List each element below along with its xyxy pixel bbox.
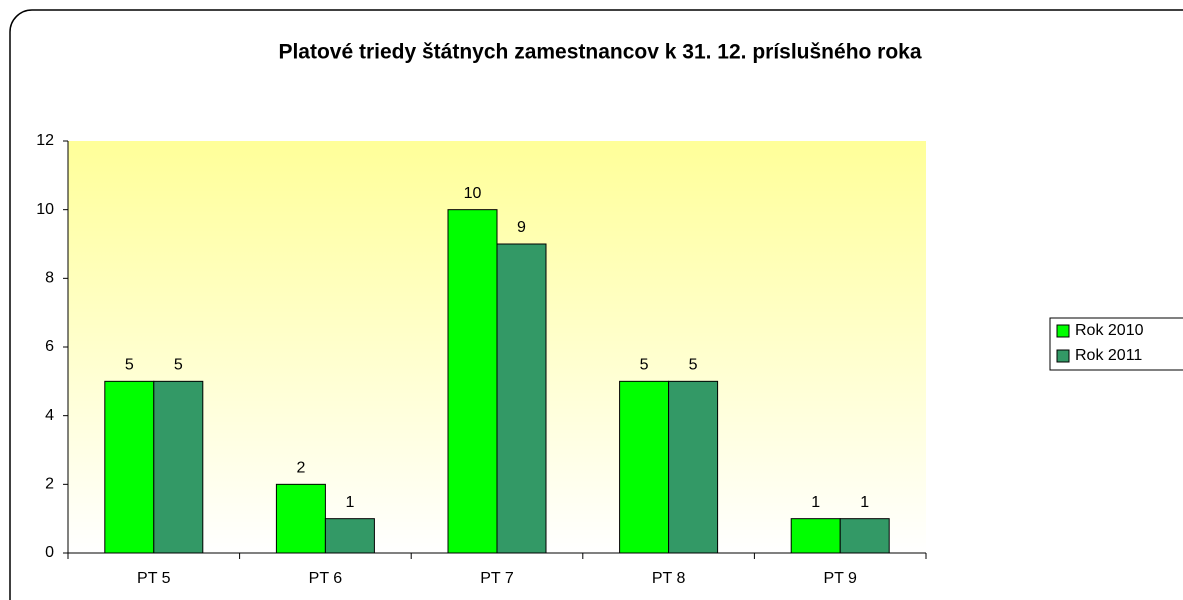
bar [104,380,155,554]
y-tick-label: 6 [45,338,54,355]
y-tick-label: 12 [36,132,54,149]
y-tick-label: 10 [36,201,54,218]
data-label: 1 [860,494,869,511]
legend-label: Rok 2010 [1075,322,1144,339]
data-label: 2 [296,460,305,477]
data-label: 5 [125,357,134,374]
data-label: 1 [811,494,820,511]
bar [447,209,498,554]
data-label: 1 [345,494,354,511]
x-tick-label: PT 8 [652,570,686,587]
bar [496,243,547,554]
y-tick-label: 2 [45,476,54,493]
chart-title: Platové triedy štátnych zamestnancov k 3… [278,41,921,64]
bar [668,380,719,554]
y-tick-label: 8 [45,270,54,287]
x-tick-label: PT 7 [480,570,514,587]
legend-swatch [1056,349,1070,363]
bar [324,518,375,554]
bar [275,483,326,554]
data-label: 5 [640,357,649,374]
data-label: 10 [464,185,482,202]
legend-box [1049,317,1183,371]
bar [153,380,204,554]
data-label: 5 [174,357,183,374]
y-tick-label: 4 [45,407,54,424]
bar [790,518,841,554]
legend-swatch [1056,324,1070,338]
bar [619,380,670,554]
x-tick-label: PT 5 [137,570,171,587]
x-tick-label: PT 9 [823,570,857,587]
bar [839,518,890,554]
data-label: 9 [517,219,526,236]
x-tick-label: PT 6 [309,570,343,587]
legend-label: Rok 2011 [1075,347,1142,364]
data-label: 5 [689,357,698,374]
y-tick-label: 0 [45,544,54,561]
